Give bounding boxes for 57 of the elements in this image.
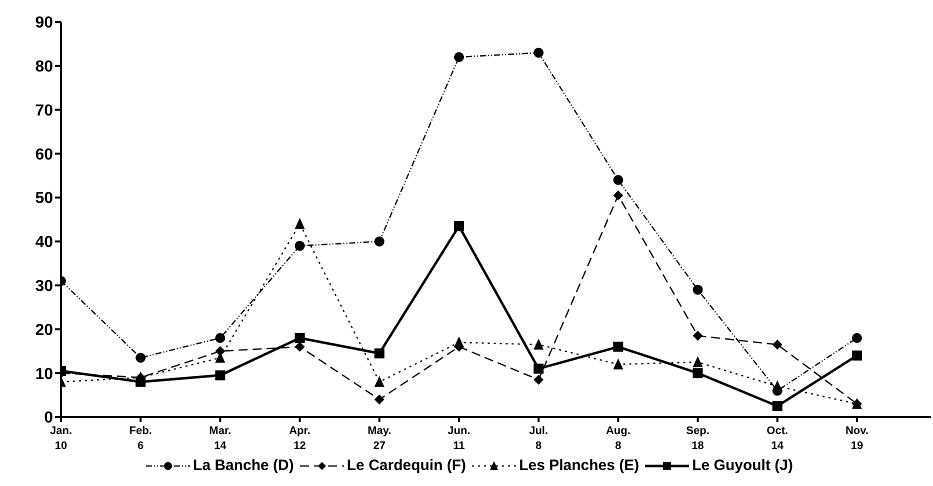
x-tick-label: Apr. 12: [289, 425, 310, 452]
point: [772, 380, 782, 392]
y-tick-label: 70: [35, 102, 54, 120]
x-tick-label: Sep. 18: [686, 425, 710, 452]
legend-label: Les Planches (E): [519, 457, 640, 474]
y-tick-label: 10: [35, 366, 54, 383]
point: [613, 175, 624, 185]
point: [692, 356, 703, 368]
point: [692, 368, 703, 378]
legend-label: Le Cardequin (F): [346, 457, 466, 474]
point: [534, 338, 544, 350]
point: [294, 240, 305, 251]
point: [772, 340, 782, 350]
point: [852, 333, 862, 343]
point: [534, 374, 544, 385]
x-tick-label: May. 27: [368, 425, 392, 452]
point: [294, 218, 305, 229]
point: [294, 333, 305, 343]
point: [136, 352, 146, 363]
point: [852, 350, 862, 361]
y-tick-label: 90: [35, 14, 54, 32]
x-tick-label: Aug. 8: [606, 425, 630, 452]
point: [215, 370, 226, 380]
y-tick-label: 80: [35, 58, 54, 76]
point: [374, 348, 384, 358]
point: [454, 336, 464, 348]
y-tick-label: 60: [35, 146, 54, 164]
x-tick-label: Oct. 14: [766, 425, 788, 452]
point: [136, 376, 146, 387]
x-tick-label: Jun. 11: [448, 425, 470, 452]
y-tick-label: 0: [44, 410, 54, 427]
x-tick-label: Mar. 14: [209, 425, 232, 452]
point: [772, 401, 782, 412]
point: [374, 236, 384, 246]
point: [374, 394, 384, 404]
y-tick-label: 30: [35, 278, 54, 296]
y-tick-label: 50: [35, 190, 54, 208]
point: [454, 52, 464, 62]
point: [534, 364, 544, 374]
point: [294, 342, 305, 352]
x-tick-label: Jan. 10: [50, 425, 72, 452]
legend-label: Le Guyoult (J): [692, 457, 793, 474]
legend-label: La Banche (D): [193, 457, 294, 474]
point: [613, 358, 624, 370]
x-tick-label: Nov. 19: [845, 425, 868, 452]
point: [613, 190, 624, 200]
point: [215, 333, 226, 343]
y-tick-label: 20: [35, 322, 54, 339]
point: [454, 221, 464, 232]
point: [692, 330, 703, 341]
point: [374, 376, 384, 387]
point: [534, 48, 544, 58]
x-tick-label: Jul. 8: [529, 425, 548, 452]
point: [692, 284, 703, 295]
x-tick-label: Feb. 6: [129, 425, 152, 452]
point: [613, 342, 624, 352]
y-tick-label: 40: [35, 234, 54, 252]
